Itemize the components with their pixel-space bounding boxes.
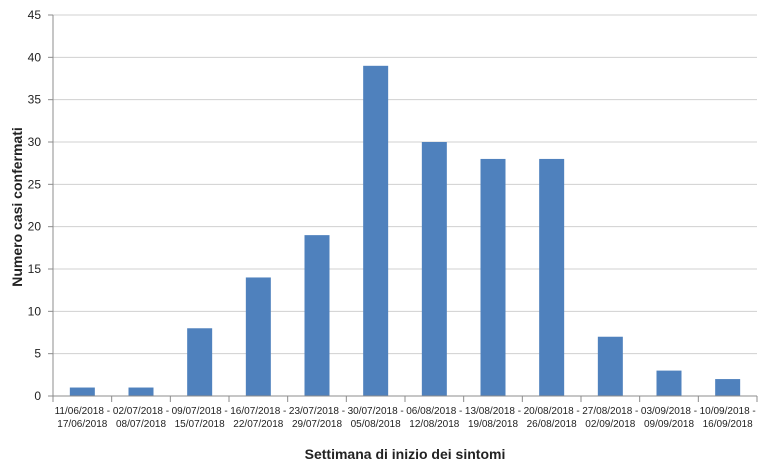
x-tick-label: 16/09/2018 <box>703 419 753 430</box>
x-tick-label: 27/08/2018 - <box>582 406 638 417</box>
x-tick-label: 19/08/2018 <box>468 419 518 430</box>
bar <box>421 142 447 396</box>
y-tick-label: 10 <box>28 304 42 318</box>
x-tick-label: 06/08/2018 - <box>406 406 462 417</box>
bar <box>187 328 213 396</box>
bar <box>128 387 154 396</box>
y-tick-label: 20 <box>28 220 42 234</box>
y-tick-label: 5 <box>34 347 41 361</box>
x-axis-title: Settimana di inizio dei sintomi <box>305 446 506 462</box>
bar <box>597 336 623 396</box>
x-tick-label: 30/07/2018 - <box>348 406 404 417</box>
x-tick-label: 20/08/2018 - <box>524 406 580 417</box>
x-tick-label: 05/08/2018 <box>351 419 401 430</box>
bar <box>715 379 741 396</box>
y-tick-label: 30 <box>28 135 42 149</box>
y-tick-label: 0 <box>34 389 41 403</box>
x-tick-label: 08/07/2018 <box>116 419 166 430</box>
x-tick-label: 23/07/2018 - <box>289 406 345 417</box>
x-tick-label: 16/07/2018 - <box>230 406 286 417</box>
bar <box>363 65 389 397</box>
bars <box>69 65 741 397</box>
y-tick-label: 35 <box>28 93 42 107</box>
x-tick-labels: 11/06/2018 - 17/06/2018 02/07/2018 - 08/07/… <box>55 406 756 430</box>
bar <box>245 277 271 396</box>
y-tick-label: 40 <box>28 50 42 64</box>
bar <box>480 158 506 396</box>
x-tick-label: 09/07/2018 - <box>172 406 228 417</box>
gridlines <box>53 14 757 355</box>
x-tick-label: 09/09/2018 <box>644 419 694 430</box>
y-tick-labels: 0 5 10 15 20 25 30 35 40 45 <box>28 8 42 403</box>
x-tick-label: 10/09/2018 - <box>700 406 756 417</box>
axes <box>48 14 758 402</box>
x-tick-label: 22/07/2018 <box>233 419 283 430</box>
x-tick-label: 03/09/2018 - <box>641 406 697 417</box>
y-tick-label: 15 <box>28 262 42 276</box>
bar <box>304 235 330 396</box>
bar <box>539 158 565 396</box>
y-axis-title: Numero casi confermati <box>9 127 25 287</box>
x-tick-label: 26/08/2018 <box>527 419 577 430</box>
x-tick-label: 15/07/2018 <box>175 419 225 430</box>
bar <box>69 387 95 396</box>
x-tick-label: 17/06/2018 <box>57 419 107 430</box>
x-tick-label: 29/07/2018 <box>292 419 342 430</box>
y-tick-label: 45 <box>28 8 42 22</box>
bar <box>656 370 682 396</box>
x-tick-label: 11/06/2018 - <box>55 406 110 417</box>
x-tick-label: 02/07/2018 - <box>113 406 169 417</box>
x-tick-label: 12/08/2018 <box>409 419 459 430</box>
x-tick-label: 02/09/2018 <box>585 419 635 430</box>
x-tick-label: 13/08/2018 - <box>465 406 521 417</box>
y-tick-label: 25 <box>28 177 42 191</box>
